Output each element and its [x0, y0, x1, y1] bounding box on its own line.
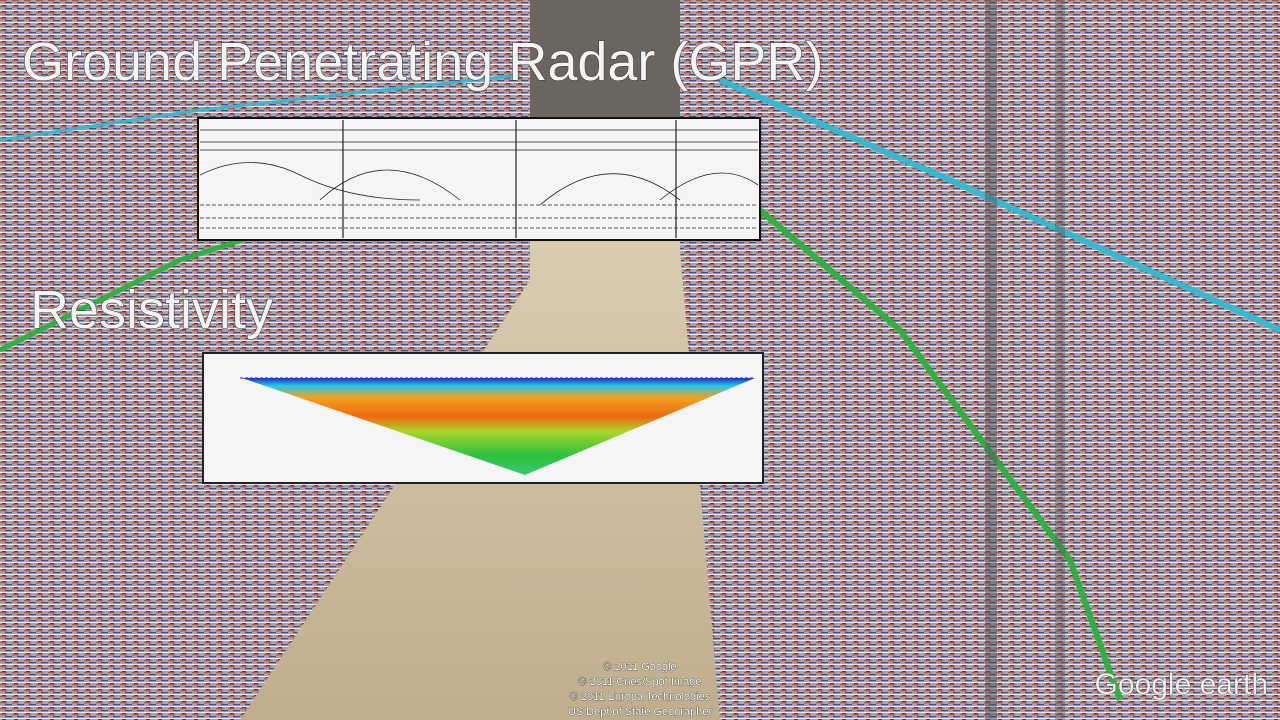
attribution: © 2011 Cnes/Spot Image	[579, 676, 702, 688]
horizon-line	[718, 77, 1280, 333]
attribution: © 2011 Europa Technologies	[570, 691, 711, 703]
logo: Google earth	[1095, 668, 1268, 701]
gpr-image	[197, 117, 761, 241]
section-label: Resistivity	[30, 280, 273, 340]
horizon-line	[0, 73, 521, 142]
attribution: © 2011 Google	[603, 661, 676, 673]
pole	[1055, 0, 1065, 720]
right-wall	[680, 0, 1280, 720]
resistivity-image	[202, 352, 764, 484]
title: Ground Penetrating Radar (GPR)	[22, 32, 823, 92]
pole	[985, 0, 997, 720]
attribution: US Dept of State Geographer	[568, 706, 713, 718]
